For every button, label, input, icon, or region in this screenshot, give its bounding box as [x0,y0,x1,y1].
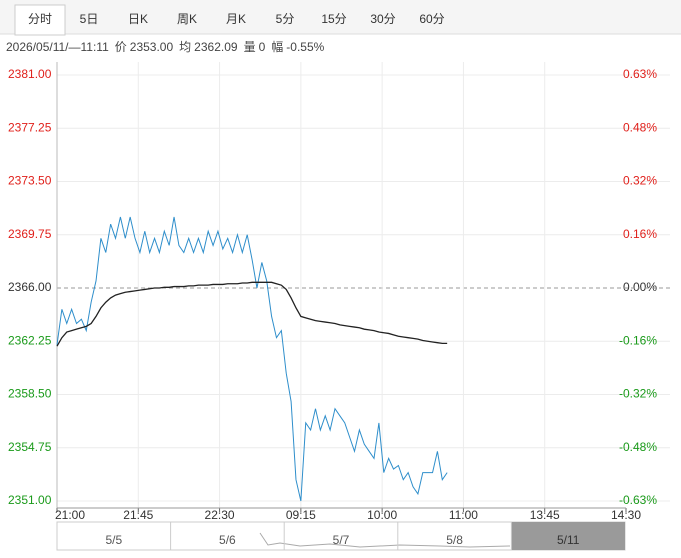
tab-selected [14,4,66,36]
navigator-label[interactable]: 5/8 [446,533,463,547]
navigator-selection[interactable] [511,522,625,550]
y2-tick-label: 0.48% [623,120,657,134]
y-tick-label: 2354.75 [8,440,52,454]
navigator-label[interactable]: 5/6 [219,533,236,547]
price-line [56,216,448,502]
tab[interactable]: 5分 [276,12,295,26]
x-tick-label: 11:00 [449,508,478,522]
navigator-label[interactable]: 5/5 [105,533,122,547]
tab[interactable]: 日K [128,12,148,26]
y2-tick-label: -0.63% [619,493,657,507]
tab[interactable]: 30分 [370,12,395,26]
x-tick-label: 13:45 [530,508,560,522]
y-tick-label: 2358.50 [8,387,52,401]
y2-tick-label: 0.63% [623,67,657,81]
tab-bar [0,0,681,34]
y-tick-label: 2366.00 [8,280,52,294]
tab[interactable]: 分时 [28,12,52,26]
x-tick-label: 09:15 [286,508,316,522]
y2-tick-label: -0.32% [619,387,657,401]
tab[interactable]: 月K [226,12,246,26]
tab[interactable]: 60分 [419,12,444,26]
navigator-line [259,532,511,548]
info-vol-label: 量 [244,40,256,54]
info-range: -0.55% [286,40,324,54]
y-tick-label: 2381.00 [8,67,52,81]
y2-tick-label: 0.32% [623,174,657,188]
y-tick-label: 2362.25 [8,333,52,347]
info-vol: 0 [259,40,266,54]
y-tick-label: 2377.25 [8,120,52,134]
y-tick-label: 2373.50 [8,174,52,188]
y-tick-label: 2369.75 [8,227,52,241]
price-line [56,281,448,347]
y2-tick-label: -0.48% [619,440,657,454]
info-line: 2026/05/11/—11:11 价 2353.00 均 2362.09 量 0 幅 -0.5… [6,39,325,54]
info-range-label: 幅 [271,39,283,54]
y2-tick-label: 0.16% [623,227,657,241]
info-price-label: 价 [115,40,127,54]
y2-tick-label: 0.00% [623,280,657,294]
y2-tick-label: -0.16% [619,333,657,347]
info-price: 2353.00 [130,40,174,54]
x-tick-label: 14:30 [611,508,641,522]
x-tick-label: 22:30 [205,508,235,522]
x-tick-label: 10:00 [367,508,397,522]
info-datetime: 2026/05/11/—11:11 [6,40,109,54]
tab[interactable]: 周K [177,12,197,26]
tab[interactable]: 15分 [321,12,346,26]
x-tick-label: 21:00 [55,508,85,522]
tab[interactable]: 5日 [80,12,99,26]
y-tick-label: 2351.00 [8,493,52,507]
info-avg-label: 均 [179,40,191,54]
navigator-label[interactable]: 5/7 [333,533,350,547]
info-avg: 2362.09 [194,40,238,54]
navigator-label[interactable]: 5/11 [557,533,580,547]
x-tick-label: 21:45 [123,508,153,522]
